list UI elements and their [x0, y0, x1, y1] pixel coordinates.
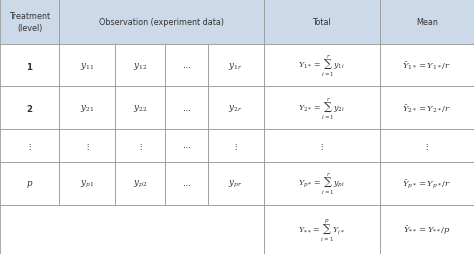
Bar [208, 87, 264, 130]
Bar [165, 87, 208, 130]
Text: $\mathbf{1}$: $\mathbf{1}$ [26, 60, 33, 71]
Bar [380, 205, 474, 254]
Bar [59, 44, 115, 87]
Bar [0, 205, 264, 254]
Text: $\cdots$: $\cdots$ [182, 141, 191, 151]
Bar [165, 44, 208, 87]
Bar [0, 87, 59, 130]
Text: $\bar{Y}_{1*} = Y_{1*}/r$: $\bar{Y}_{1*} = Y_{1*}/r$ [402, 60, 451, 72]
Bar [0, 44, 59, 87]
Bar [208, 130, 264, 162]
Bar [59, 130, 115, 162]
Text: $\bar{Y}_{**} = Y_{**}/p$: $\bar{Y}_{**} = Y_{**}/p$ [403, 223, 451, 236]
Text: $p$: $p$ [26, 178, 33, 189]
Text: $Y_{p*} = \sum_{i=1}^{r} y_{pi}$: $Y_{p*} = \sum_{i=1}^{r} y_{pi}$ [298, 171, 345, 196]
Bar [264, 162, 380, 205]
Bar [115, 87, 165, 130]
Bar [0, 130, 59, 162]
Text: $y_{p2}$: $y_{p2}$ [133, 178, 147, 189]
Text: $Y_{1*} = \sum_{i=1}^{r} y_{1i}$: $Y_{1*} = \sum_{i=1}^{r} y_{1i}$ [298, 53, 345, 78]
Text: $\vdots$: $\vdots$ [319, 140, 324, 152]
Text: $\cdots$: $\cdots$ [182, 104, 191, 113]
Text: $Y_{2*} = \sum_{i=1}^{r} y_{2i}$: $Y_{2*} = \sum_{i=1}^{r} y_{2i}$ [298, 96, 345, 121]
Text: Observation (experiment data): Observation (experiment data) [99, 18, 224, 27]
Bar [264, 0, 380, 44]
Text: $Y_{**} = \sum_{i=1}^{p} Y_{i*}$: $Y_{**} = \sum_{i=1}^{p} Y_{i*}$ [298, 216, 345, 243]
Text: $y_{21}$: $y_{21}$ [80, 103, 94, 114]
Bar [264, 44, 380, 87]
Text: $\bar{Y}_{2*} = Y_{2*}/r$: $\bar{Y}_{2*} = Y_{2*}/r$ [402, 103, 451, 114]
Bar [0, 162, 59, 205]
Bar [208, 162, 264, 205]
Bar [59, 0, 264, 44]
Text: $y_{12}$: $y_{12}$ [133, 60, 147, 71]
Bar [264, 205, 380, 254]
Bar [264, 130, 380, 162]
Text: $\vdots$: $\vdots$ [137, 140, 143, 152]
Text: $\vdots$: $\vdots$ [233, 140, 238, 152]
Text: Total: Total [312, 18, 331, 27]
Text: $y_{p1}$: $y_{p1}$ [80, 178, 94, 189]
Text: $y_{2r}$: $y_{2r}$ [228, 103, 243, 114]
Text: $\bar{Y}_{p*} = Y_{p*}/r$: $\bar{Y}_{p*} = Y_{p*}/r$ [402, 178, 451, 190]
Text: $\cdots$: $\cdots$ [182, 61, 191, 70]
Text: $\vdots$: $\vdots$ [85, 140, 90, 152]
Text: $y_{22}$: $y_{22}$ [133, 103, 147, 114]
Text: Mean: Mean [416, 18, 438, 27]
Text: $\vdots$: $\vdots$ [424, 140, 429, 152]
Bar [59, 87, 115, 130]
Bar [165, 130, 208, 162]
Bar [0, 0, 59, 44]
Bar [380, 44, 474, 87]
Bar [115, 44, 165, 87]
Bar [59, 162, 115, 205]
Bar [208, 44, 264, 87]
Bar [264, 87, 380, 130]
Bar [115, 130, 165, 162]
Bar [380, 162, 474, 205]
Bar [380, 87, 474, 130]
Bar [165, 162, 208, 205]
Bar [380, 0, 474, 44]
Text: $\mathbf{2}$: $\mathbf{2}$ [26, 103, 33, 114]
Text: $\vdots$: $\vdots$ [27, 140, 32, 152]
Text: Treatment
(level): Treatment (level) [9, 11, 50, 33]
Text: $y_{1r}$: $y_{1r}$ [228, 60, 243, 71]
Bar [115, 162, 165, 205]
Text: $y_{pr}$: $y_{pr}$ [228, 178, 243, 189]
Text: $y_{11}$: $y_{11}$ [80, 60, 94, 71]
Bar [380, 130, 474, 162]
Text: $\cdots$: $\cdots$ [182, 179, 191, 188]
